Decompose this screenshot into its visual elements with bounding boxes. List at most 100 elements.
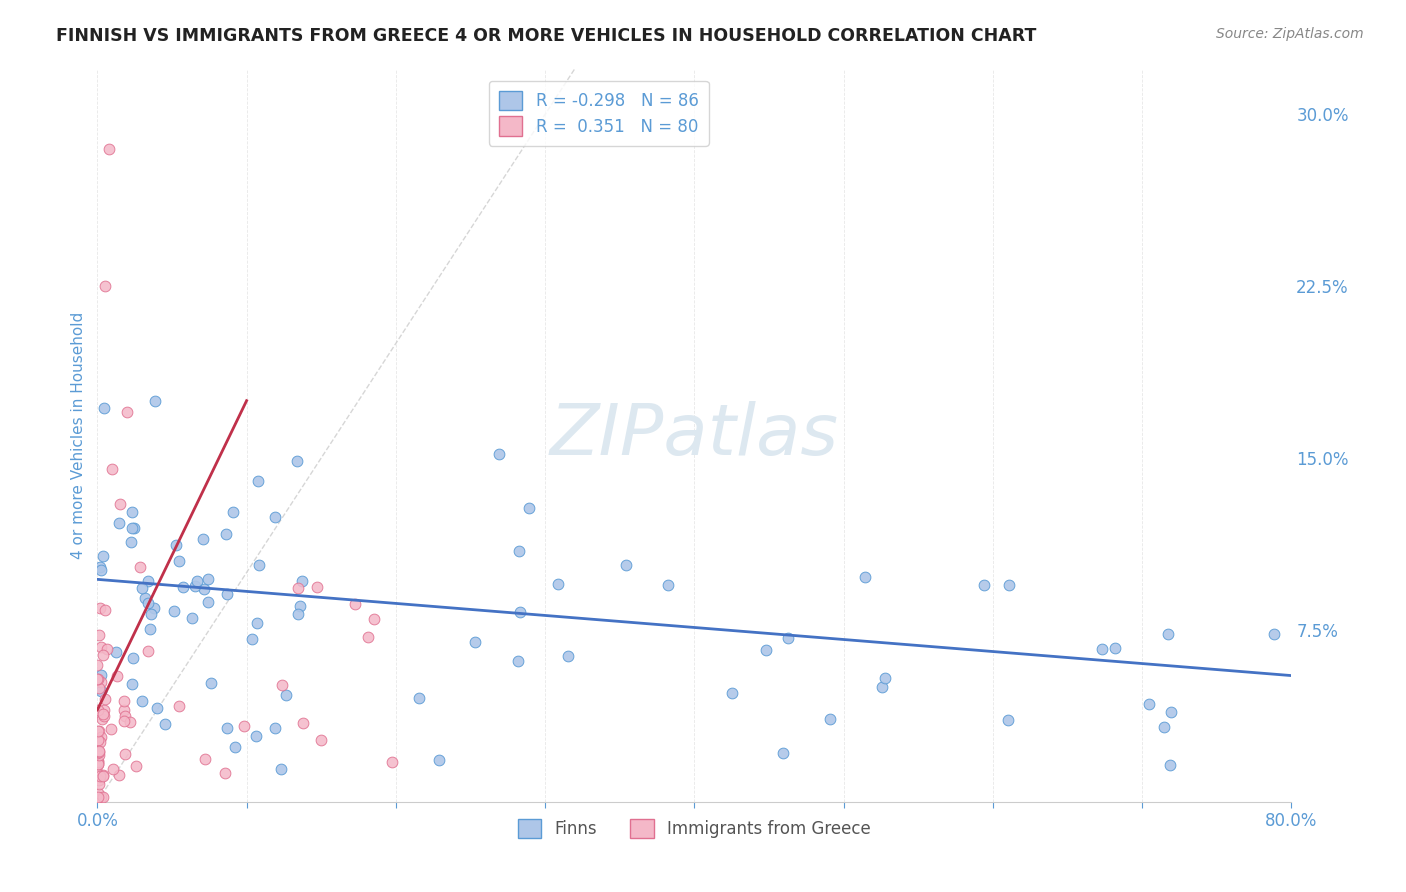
Point: [86, 706, 108, 721]
Point: [245, 729, 267, 743]
Point: [91, 769, 114, 783]
Point: [89, 773, 111, 788]
Point: [184, 579, 207, 593]
Point: [215, 721, 238, 735]
Point: [1160, 705, 1182, 719]
Point: [120, 534, 142, 549]
Point: [194, 751, 217, 765]
Point: [870, 680, 893, 694]
Point: [112, 703, 135, 717]
Point: [105, 668, 128, 682]
Point: [772, 746, 794, 760]
Point: [240, 632, 263, 647]
Point: [363, 612, 385, 626]
Point: [139, 622, 162, 636]
Point: [344, 597, 367, 611]
Point: [90, 730, 112, 744]
Point: [165, 538, 187, 552]
Point: [1159, 757, 1181, 772]
Legend: Finns, Immigrants from Greece: Finns, Immigrants from Greece: [512, 812, 877, 845]
Point: [163, 604, 186, 618]
Point: [115, 405, 138, 419]
Point: [87, 756, 110, 771]
Point: [136, 595, 159, 609]
Point: [215, 587, 238, 601]
Point: [186, 574, 208, 589]
Point: [87, 744, 110, 758]
Point: [93, 401, 115, 416]
Point: [508, 654, 530, 668]
Point: [86, 673, 108, 687]
Point: [427, 753, 450, 767]
Point: [89, 768, 111, 782]
Point: [214, 765, 236, 780]
Point: [167, 554, 190, 568]
Point: [264, 721, 287, 735]
Point: [114, 709, 136, 723]
Point: [287, 607, 309, 621]
Point: [136, 644, 159, 658]
Y-axis label: 4 or more Vehicles in Household: 4 or more Vehicles in Household: [72, 311, 86, 558]
Point: [118, 715, 141, 730]
Point: [381, 755, 404, 769]
Point: [107, 768, 129, 782]
Point: [557, 648, 579, 663]
Point: [87, 724, 110, 739]
Point: [87, 777, 110, 791]
Point: [87, 786, 110, 800]
Point: [191, 532, 214, 546]
Point: [124, 759, 146, 773]
Point: [508, 543, 530, 558]
Point: [87, 744, 110, 758]
Point: [136, 574, 159, 588]
Point: [224, 739, 246, 754]
Point: [93, 709, 115, 723]
Point: [200, 675, 222, 690]
Point: [91, 706, 114, 721]
Point: [153, 717, 176, 731]
Point: [87, 789, 110, 804]
Point: [89, 723, 111, 738]
Point: [96, 642, 118, 657]
Point: [103, 762, 125, 776]
Point: [172, 580, 194, 594]
Point: [1153, 720, 1175, 734]
Point: [1139, 697, 1161, 711]
Point: [776, 631, 799, 645]
Point: [1263, 627, 1285, 641]
Point: [288, 599, 311, 614]
Point: [86, 739, 108, 753]
Point: [90, 789, 112, 804]
Point: [246, 474, 269, 488]
Point: [274, 688, 297, 702]
Point: [101, 462, 124, 476]
Point: [89, 600, 111, 615]
Point: [87, 745, 110, 759]
Point: [94, 603, 117, 617]
Point: [87, 755, 110, 769]
Point: [86, 747, 108, 761]
Point: [100, 722, 122, 736]
Point: [87, 747, 110, 762]
Point: [233, 719, 256, 733]
Point: [509, 605, 531, 619]
Point: [90, 563, 112, 577]
Point: [464, 635, 486, 649]
Point: [121, 676, 143, 690]
Point: [90, 640, 112, 655]
Point: [87, 728, 110, 742]
Point: [287, 581, 309, 595]
Text: Source: ZipAtlas.com: Source: ZipAtlas.com: [1216, 27, 1364, 41]
Point: [134, 591, 156, 606]
Point: [90, 674, 112, 689]
Point: [94, 692, 117, 706]
Point: [86, 754, 108, 768]
Point: [1104, 640, 1126, 655]
Point: [311, 733, 333, 747]
Point: [997, 578, 1019, 592]
Point: [87, 732, 110, 747]
Point: [122, 520, 145, 534]
Point: [94, 279, 117, 293]
Point: [90, 668, 112, 682]
Point: [121, 521, 143, 535]
